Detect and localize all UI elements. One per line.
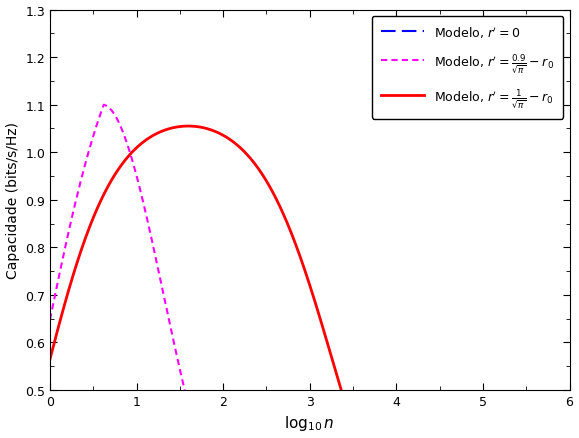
- Y-axis label: Capacidade (bits/s/Hz): Capacidade (bits/s/Hz): [6, 122, 20, 279]
- Line: Modelo, $r' = 0$: Modelo, $r' = 0$: [50, 0, 570, 1]
- Line: Modelo, $r' = \frac{0.9}{\sqrt{\pi}} - r_0$: Modelo, $r' = \frac{0.9}{\sqrt{\pi}} - r…: [50, 106, 570, 438]
- X-axis label: $\log_{10} n$: $\log_{10} n$: [284, 413, 335, 432]
- Modelo, $r' = \frac{1}{\sqrt{\pi}} - r_0$: [46, 357, 53, 362]
- Modelo, $r' = \frac{1}{\sqrt{\pi}} - r_0$: [185, 124, 192, 129]
- Modelo, $r' = \frac{0.9}{\sqrt{\pi}} - r_0$: [137, 188, 144, 193]
- Modelo, $r' = \frac{1}{\sqrt{\pi}} - r_0$: [246, 155, 253, 160]
- Modelo, $r' = \frac{1}{\sqrt{\pi}} - r_0$: [137, 143, 144, 148]
- Legend: Modelo, $r' = 0$, Modelo, $r' = \frac{0.9}{\sqrt{\pi}} - r_0$, Modelo, $r' = \fr: Modelo, $r' = 0$, Modelo, $r' = \frac{0.…: [372, 17, 563, 120]
- Modelo, $r' = \frac{0.9}{\sqrt{\pi}} - r_0$: [46, 317, 53, 322]
- Line: Modelo, $r' = \frac{1}{\sqrt{\pi}} - r_0$: Modelo, $r' = \frac{1}{\sqrt{\pi}} - r_0…: [50, 127, 570, 438]
- Modelo, $r' = \frac{1}{\sqrt{\pi}} - r_0$: [106, 182, 113, 187]
- Modelo, $r' = \frac{0.9}{\sqrt{\pi}} - r_0$: [106, 106, 113, 111]
- Modelo, $r' = \frac{0.9}{\sqrt{\pi}} - r_0$: [100, 103, 107, 108]
- Modelo, $r' = 0$: [46, 0, 53, 4]
- Modelo, $r' = \frac{1}{\sqrt{\pi}} - r_0$: [269, 188, 276, 194]
